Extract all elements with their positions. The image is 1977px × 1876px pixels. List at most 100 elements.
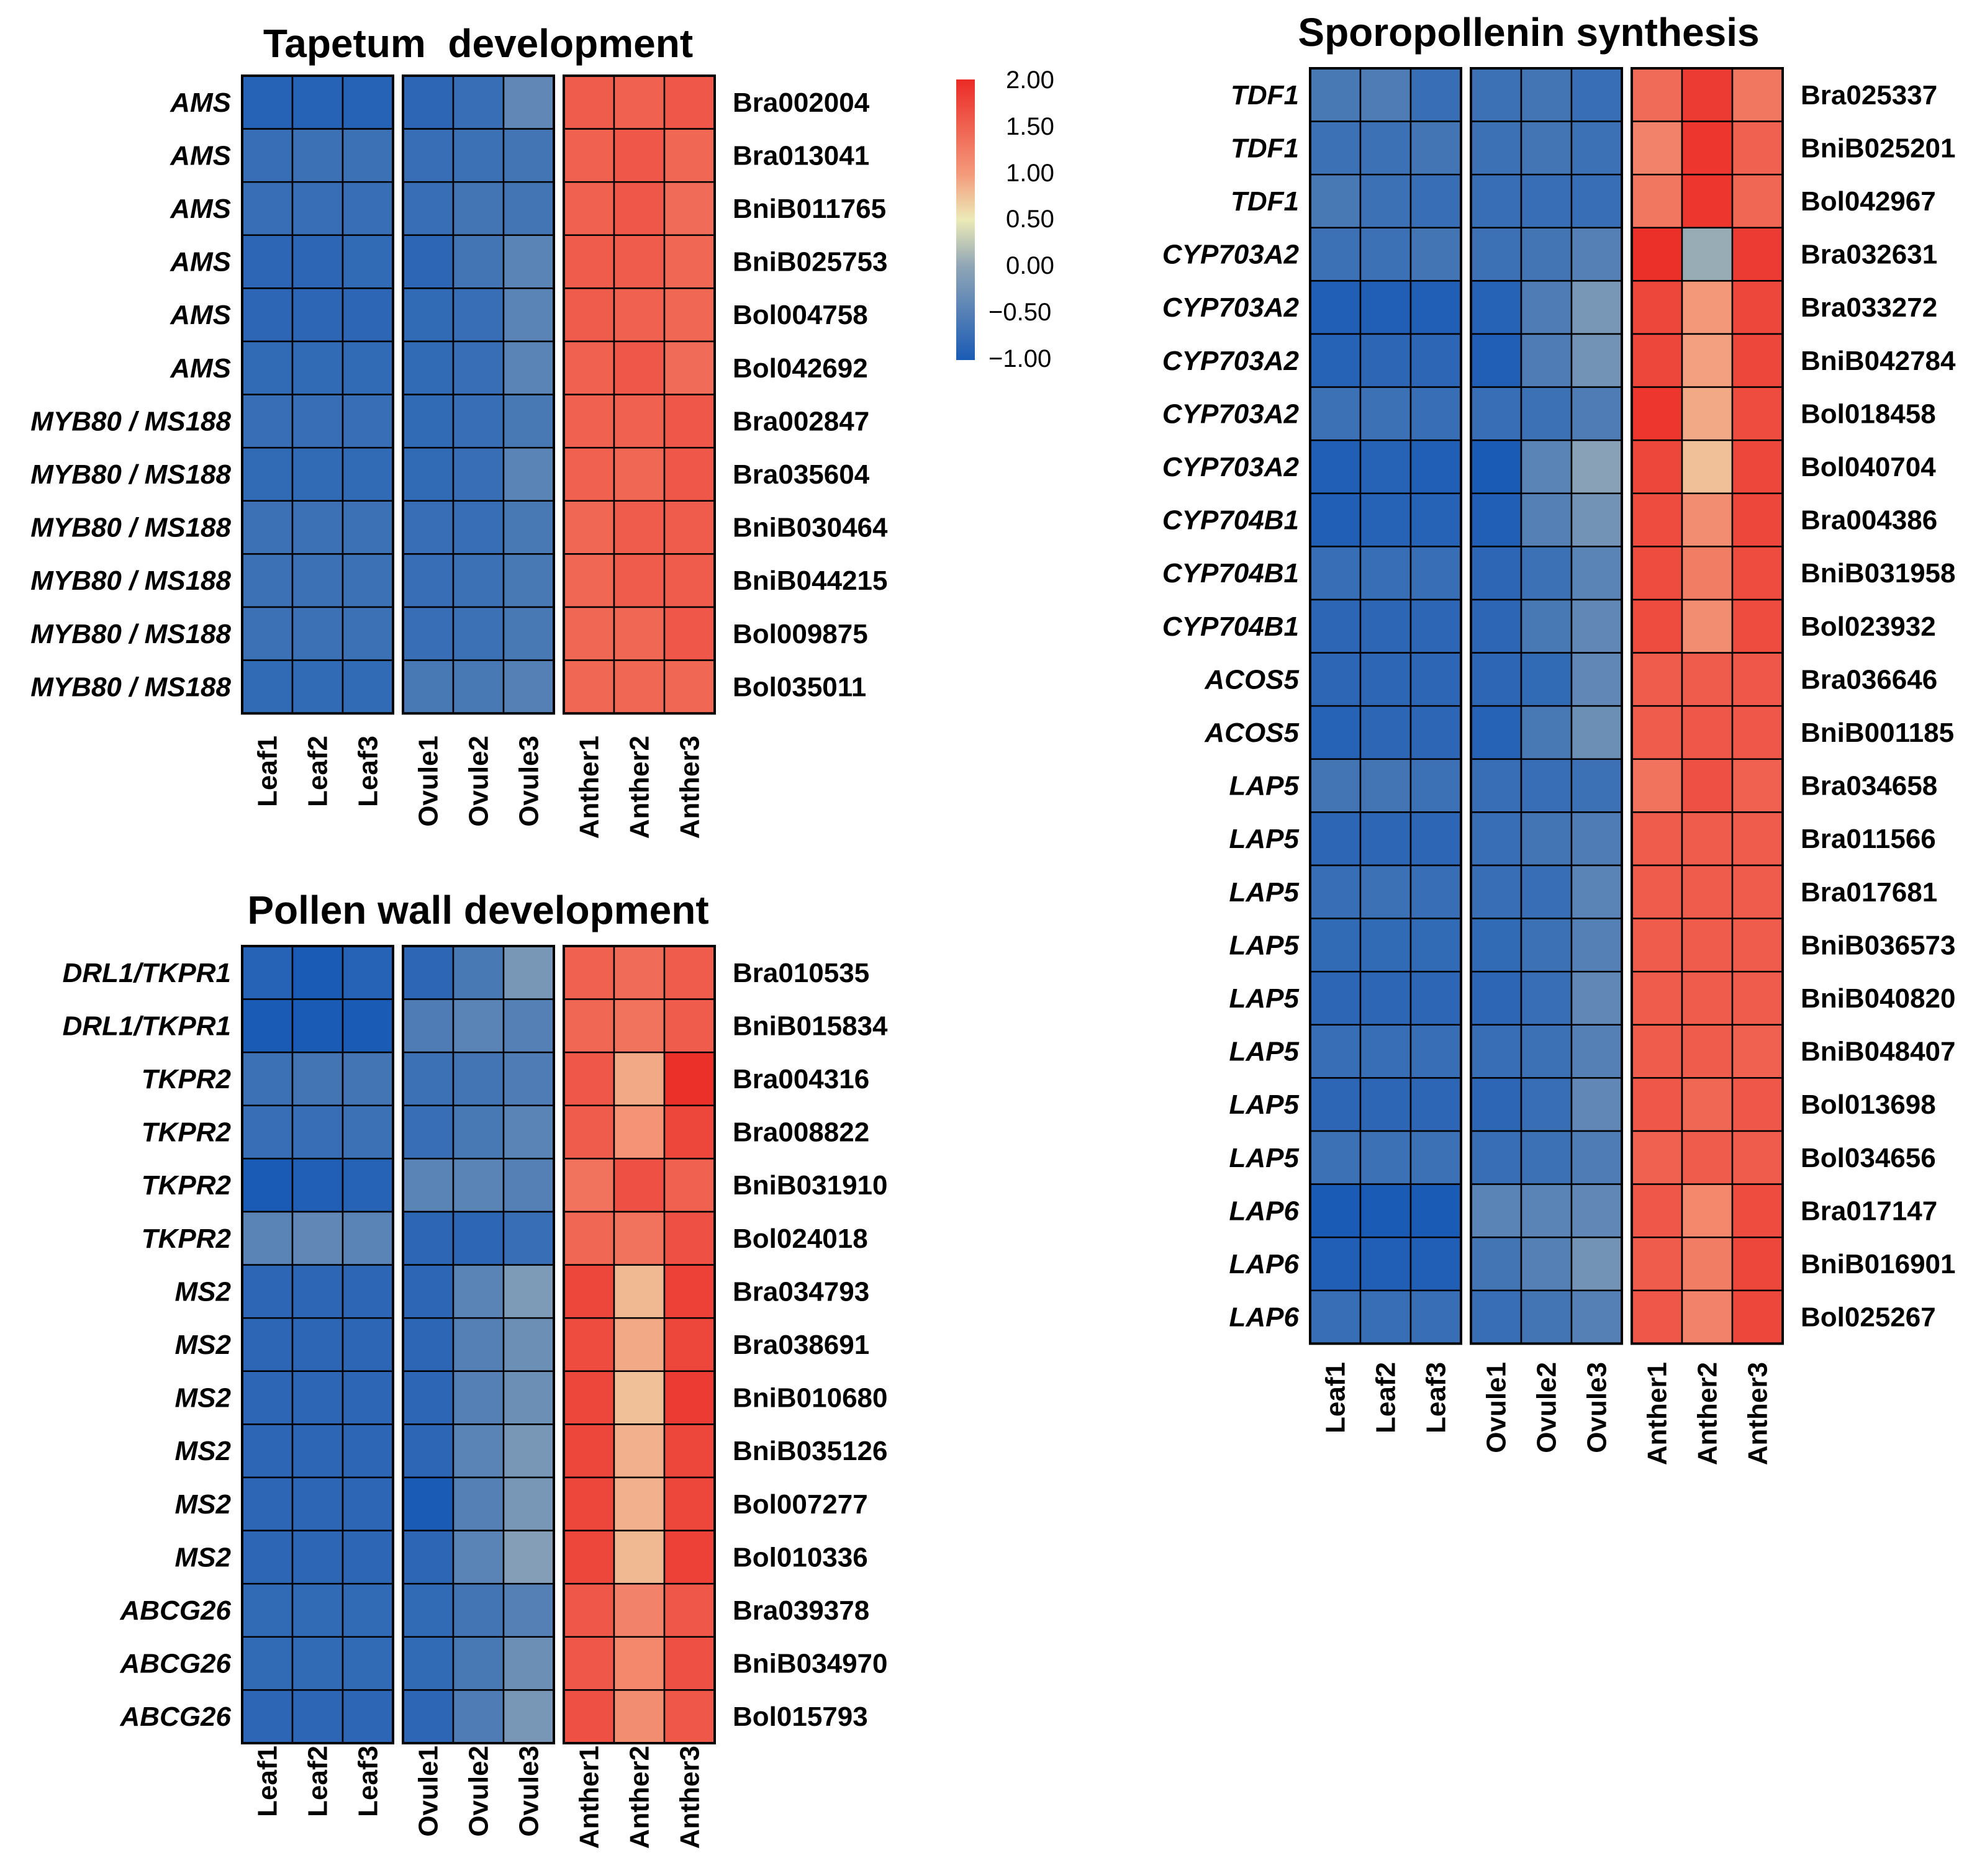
sample-column-label: Anther3: [675, 736, 705, 839]
heatmap-cell: [1359, 546, 1412, 601]
heatmap-cell: [502, 1051, 555, 1107]
heatmap-cell: [1631, 970, 1683, 1026]
heatmap-cell: [291, 181, 344, 237]
heatmap-cell: [1409, 1236, 1462, 1292]
gene-name-label: MYB80 / MS188: [30, 459, 231, 490]
heatmap-cell: [342, 446, 394, 502]
heatmap-cell: [1309, 492, 1362, 548]
heatmap-cell: [1570, 492, 1623, 548]
heatmap-cell: [1631, 705, 1683, 760]
heatmap-cell: [663, 1530, 716, 1585]
heatmap-cell: [502, 1530, 555, 1585]
heatmap-cell: [241, 1211, 294, 1266]
gene-name-label: DRL1/TKPR1: [63, 958, 231, 988]
heatmap-cell: [613, 234, 666, 289]
heatmap-cell: [1681, 970, 1734, 1026]
heatmap-cell: [663, 606, 716, 661]
gene-name-label: MYB80 / MS188: [30, 672, 231, 702]
heatmap-cell: [502, 1264, 555, 1319]
heatmap-cell: [452, 1423, 505, 1479]
heatmap-cell: [613, 1636, 666, 1691]
heatmap-cell: [663, 287, 716, 343]
heatmap-cell: [1681, 492, 1734, 548]
heatmap-cell: [613, 1104, 666, 1160]
heatmap-cell: [502, 606, 555, 661]
heatmap-cell: [1309, 1289, 1362, 1345]
heatmap-cell: [563, 1582, 615, 1638]
heatmap-cell: [613, 1370, 666, 1425]
heatmap-cell: [1631, 386, 1683, 441]
heatmap-cell: [1731, 280, 1784, 335]
heatmap-cell: [663, 128, 716, 183]
heatmap-cell: [1631, 598, 1683, 654]
heatmap-cell: [663, 181, 716, 237]
heatmap-cell: [1470, 1289, 1522, 1345]
heatmap-cell: [1309, 439, 1362, 495]
heatmap-cell: [241, 1582, 294, 1638]
heatmap-cell: [563, 1370, 615, 1425]
heatmap-cell: [613, 128, 666, 183]
heatmap-cell: [402, 945, 455, 1000]
heatmap-cell: [1681, 386, 1734, 441]
heatmap-cell: [1631, 492, 1683, 548]
heatmap-cell: [663, 998, 716, 1053]
heatmap-cell: [291, 340, 344, 395]
heatmap-cell: [1470, 120, 1522, 176]
heatmap-cell: [502, 1636, 555, 1691]
heatmap-cell: [663, 1423, 716, 1479]
gene-name-label: AMS: [170, 88, 231, 118]
gene-id-label: Bra004386: [1801, 505, 1937, 536]
heatmap-cell: [502, 446, 555, 502]
heatmap-cell: [1520, 864, 1573, 919]
legend-tick: 0.00: [1006, 252, 1054, 279]
heatmap-cell: [241, 234, 294, 289]
heatmap-cell: [502, 287, 555, 343]
heatmap-cell: [1309, 970, 1362, 1026]
heatmap-cell: [241, 1051, 294, 1107]
heatmap-cell: [402, 446, 455, 502]
heatmap-cell: [402, 1530, 455, 1585]
sample-column-label: Leaf1: [1321, 1362, 1351, 1433]
heatmap-cell: [291, 287, 344, 343]
heatmap-cell: [1570, 120, 1623, 176]
heatmap-cell: [1570, 1183, 1623, 1238]
heatmap-cell: [452, 500, 505, 555]
gene-name-label: TKPR2: [142, 1224, 232, 1254]
gene-name-label: LAP5: [1229, 930, 1300, 960]
heatmap-cell: [563, 234, 615, 289]
heatmap-cell: [1409, 120, 1462, 176]
heatmap-cell: [1681, 811, 1734, 867]
sample-column-label: Ovule1: [414, 736, 444, 827]
heatmap-cell: [1731, 1289, 1784, 1345]
gene-name-label: MS2: [175, 1276, 232, 1307]
heatmap-cell: [1470, 705, 1522, 760]
heatmap-cell: [1681, 1130, 1734, 1185]
sample-column-label: Ovule3: [514, 736, 545, 827]
sample-column-label: Leaf3: [353, 736, 384, 807]
heatmap-cell: [1731, 439, 1784, 495]
heatmap-cell: [613, 446, 666, 502]
gene-id-label: Bol010336: [733, 1542, 868, 1572]
legend-tick: 2.00: [1006, 66, 1054, 94]
heatmap-cell: [1309, 386, 1362, 441]
gene-name-label: MS2: [175, 1489, 232, 1520]
heatmap-cell: [402, 553, 455, 608]
heatmap-cell: [563, 500, 615, 555]
heatmap-cell: [291, 606, 344, 661]
heatmap-cell: [1359, 67, 1412, 122]
gene-id-label: BniB011765: [733, 194, 886, 224]
heatmap-cell: [1570, 439, 1623, 495]
sample-column-label: Ovule2: [1532, 1362, 1562, 1453]
heatmap-cell: [291, 1582, 344, 1638]
heatmap-cell: [291, 1104, 344, 1160]
heatmap-cell: [502, 1211, 555, 1266]
heatmap-cell: [452, 1530, 505, 1585]
heatmap-cell: [291, 1476, 344, 1531]
sample-column-label: Leaf2: [1371, 1362, 1401, 1433]
heatmap-cell: [1470, 386, 1522, 441]
gene-name-label: LAP5: [1229, 1143, 1300, 1173]
gene-name-label: ABCG26: [120, 1595, 232, 1626]
heatmap-cell: [613, 74, 666, 130]
heatmap-cell: [342, 1423, 394, 1479]
heatmap-cell: [402, 1211, 455, 1266]
